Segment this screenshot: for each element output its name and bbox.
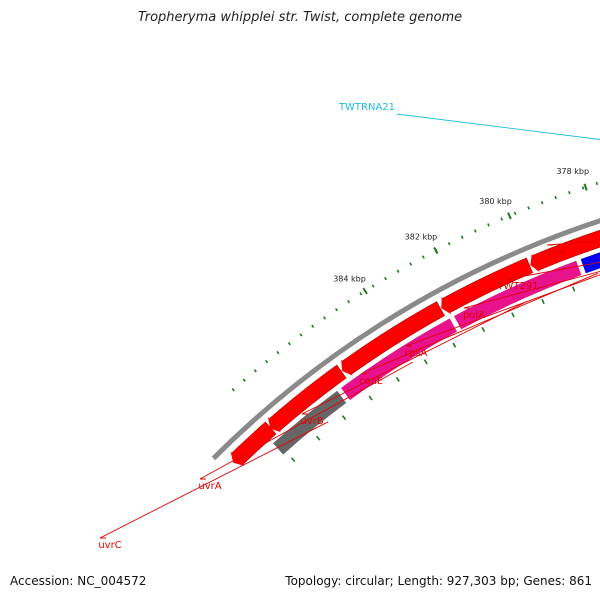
minor-tick [409,262,413,266]
cds-arrow [231,421,277,465]
minor-tick [595,181,599,186]
gene-label-coae: coaE [359,376,383,387]
gene-label-twtrna21: TWTRNA21 [338,102,395,113]
minor-tick [554,195,557,200]
major-tick [507,212,512,220]
cds-arrow-head [530,253,540,273]
gene-label-twt291: TWT291 [496,281,538,292]
inner-tick [511,312,515,318]
cds-arrow-head [441,296,452,315]
gene-label-uvra: uvrA [198,481,221,492]
cds-layer [230,229,600,466]
minor-tick [253,369,257,373]
major-tick [362,287,368,295]
inner-tick [572,286,576,292]
map-title: Tropheryma whipplei str. Twist, complete… [137,10,463,25]
minor-tick [242,378,246,382]
leader-line-pyk [546,240,600,246]
inner-tick [452,342,457,348]
minor-tick [568,190,571,195]
minor-tick [287,341,291,346]
tick-label: 380 kbp [479,197,512,206]
inner-tick [395,376,400,382]
leader-line-uvrc [99,421,329,539]
minor-tick [540,200,544,205]
backbone-outer [211,218,600,461]
minor-tick [311,324,315,329]
inner-tick [341,415,347,421]
minor-tick [347,299,351,304]
minor-tick [371,284,375,288]
leader-line-twtrna21 [396,113,600,140]
minor-tick [335,308,339,312]
gene-segment-coae [580,252,600,274]
gene-label-pola: polA [463,310,485,321]
cds-arrow [268,364,347,432]
minor-tick [513,211,517,216]
minor-tick [323,316,327,320]
inner-tick [368,395,373,401]
inner-tick [316,435,321,441]
minor-tick [473,229,477,233]
accession-text: Accession: NC_004572 [10,574,147,588]
backbone-highlight [215,224,600,462]
cds-arrow-head [341,359,353,376]
leader-line-uvra [199,361,413,480]
minor-tick [421,255,425,259]
tick-label: 382 kbp [405,233,438,242]
minor-tick [581,186,585,190]
gene-label-uvrb: uvrB [300,416,323,427]
leader-line-twt291 [507,261,600,280]
major-tick [583,183,588,191]
leader-line-uvrb [301,300,528,415]
minor-tick [276,350,280,355]
gene-segment-uvrb [453,260,582,330]
minor-tick [447,241,451,246]
genome-summary-text: Topology: circular; Length: 927,303 bp; … [285,574,592,588]
minor-tick [500,217,504,221]
minor-tick [299,333,303,337]
gene-label-pyk: pyk [548,247,566,258]
minor-tick [527,206,530,210]
tick-label: 378 kbp [556,167,589,176]
leader-layer [99,113,600,539]
minor-tick [359,292,363,296]
minor-tick [264,359,269,364]
leader-line-coae [360,272,599,375]
inner-tick [541,298,545,305]
label-layer: pyk TWT291 polA rpsA coaE uvrB uvrA uvrC TWTRNA2… [98,102,566,551]
minor-tick [487,223,490,227]
cds-arrow [532,229,600,271]
inner-tick [423,359,428,365]
gene-label-uvrc: uvrC [98,540,121,551]
inner-tick [481,326,486,333]
minor-tick [460,235,464,239]
tick-label: 384 kbp [333,274,366,283]
leader-line-pola [463,270,600,309]
backbone-layer [211,218,600,462]
minor-tick [384,276,387,281]
inner-tick [290,457,296,463]
gene-label-rpsa: rpsA [405,348,428,359]
minor-tick [231,388,235,392]
minor-tick [396,269,400,273]
major-tick [433,246,439,255]
